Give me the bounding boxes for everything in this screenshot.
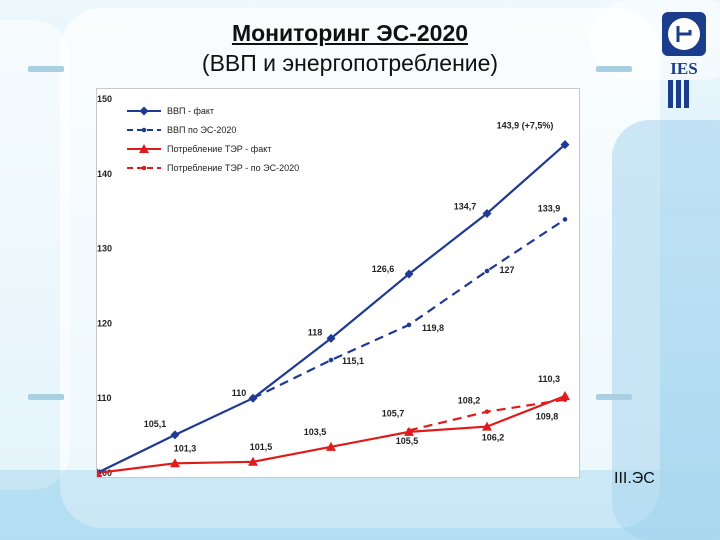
legend-label: Потребление ТЭР - факт xyxy=(167,144,271,154)
data-label: 134,7 xyxy=(454,201,477,211)
data-label: 105,1 xyxy=(144,419,167,429)
decor-bar xyxy=(28,394,64,400)
legend-marker xyxy=(141,127,147,133)
data-point xyxy=(406,428,412,433)
data-label: 133,9 xyxy=(538,203,561,213)
logo-stripe xyxy=(684,80,689,108)
data-label: 101,3 xyxy=(174,443,197,453)
y-tick-label: 110 xyxy=(97,393,112,403)
data-label: 101,5 xyxy=(250,442,273,452)
data-label: 106,2 xyxy=(482,433,505,443)
data-label: 115,1 xyxy=(342,356,364,366)
data-point xyxy=(560,140,570,150)
data-label: 118 xyxy=(308,327,323,337)
decor-shape xyxy=(0,20,70,490)
data-point xyxy=(484,409,490,414)
data-point xyxy=(562,397,568,402)
data-label: 109,8 xyxy=(536,412,559,422)
data-point xyxy=(484,268,490,274)
data-point xyxy=(170,458,180,468)
data-point xyxy=(482,421,492,431)
data-point xyxy=(328,357,334,363)
y-tick-label: 130 xyxy=(97,244,112,254)
data-point xyxy=(326,441,336,451)
data-label: 103,5 xyxy=(304,427,327,437)
data-point xyxy=(248,393,258,403)
logo-text: IES xyxy=(670,59,697,78)
line-chart: 1001101201301401502000200120022003200420… xyxy=(84,94,575,489)
data-label: 126,6 xyxy=(372,264,395,274)
decor-shape xyxy=(0,470,720,540)
data-point xyxy=(562,217,568,222)
data-point xyxy=(248,456,258,466)
logo-stripe xyxy=(668,80,673,108)
legend-marker xyxy=(139,144,149,153)
slide-title: Мониторинг ЭС-2020 (ВВП и энергопотребле… xyxy=(110,18,590,78)
title-line-1: Мониторинг ЭС-2020 xyxy=(231,20,469,46)
slide-footer: III.ЭС xyxy=(614,470,655,487)
data-label: 143,9 (+7,5%) xyxy=(497,121,554,131)
legend-label: ВВП - факт xyxy=(167,106,214,116)
data-point xyxy=(404,269,414,279)
legend-label: ВВП по ЭС-2020 xyxy=(167,125,236,135)
data-label: 110 xyxy=(232,388,247,398)
data-label: 127 xyxy=(499,265,514,275)
legend-marker xyxy=(141,165,147,171)
chart-panel: 1001101201301401502000200120022003200420… xyxy=(84,88,580,489)
data-point xyxy=(326,333,336,343)
y-tick-label: 150 xyxy=(97,94,112,104)
legend-marker xyxy=(139,106,149,116)
logo-stripe xyxy=(676,80,681,108)
decor-bar xyxy=(596,394,632,400)
data-point xyxy=(560,390,570,400)
title-line-2: (ВВП и энергопотребление) xyxy=(201,50,499,76)
data-label: 119,8 xyxy=(422,323,444,333)
data-label: 110,3 xyxy=(538,374,560,384)
y-tick-label: 120 xyxy=(97,318,112,328)
logo-glyph xyxy=(676,26,692,42)
decor-bar xyxy=(28,66,64,72)
data-point xyxy=(170,430,180,440)
data-point xyxy=(482,208,492,218)
decor-bar xyxy=(596,66,632,72)
legend-label: Потребление ТЭР - по ЭС-2020 xyxy=(167,163,299,173)
data-label: 108,2 xyxy=(458,396,481,406)
ies-logo: IES xyxy=(662,12,706,108)
y-tick-label: 140 xyxy=(97,169,112,179)
data-label: 105,5 xyxy=(396,436,419,446)
data-point xyxy=(406,322,412,328)
series-line xyxy=(252,218,566,400)
data-label: 105,7 xyxy=(382,408,405,418)
